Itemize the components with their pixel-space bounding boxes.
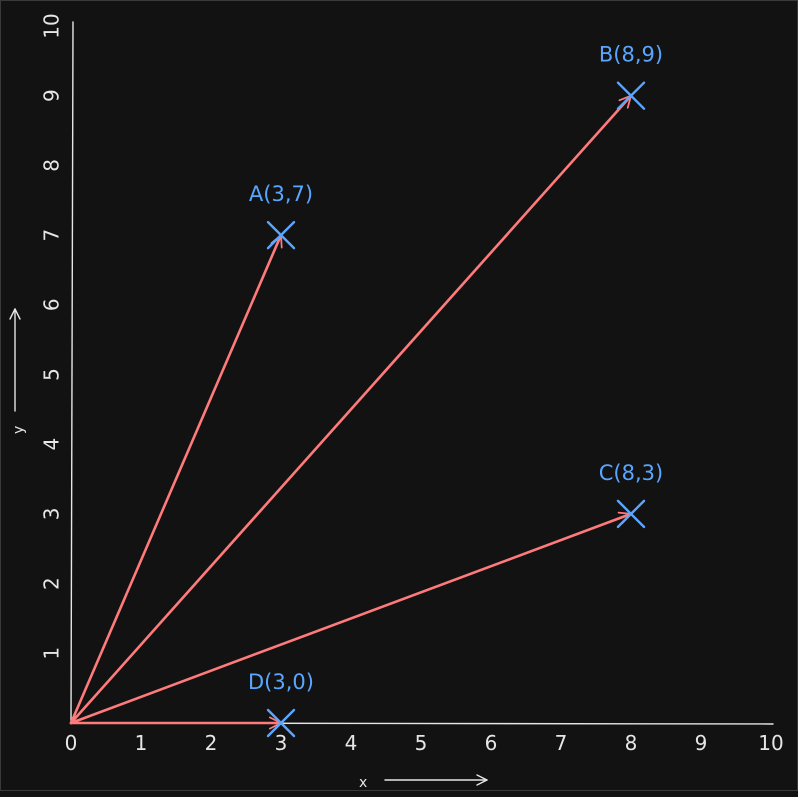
y-axis-arrowhead-icon: [9, 308, 21, 320]
x-tick-label: 0: [65, 731, 78, 755]
x-tick-label: 10: [758, 731, 783, 755]
x-axis-arrowhead-icon: [476, 774, 488, 786]
x-tick-label: 3: [275, 731, 288, 755]
x-tick-label: 7: [555, 731, 568, 755]
point-label: D(3,0): [248, 670, 314, 694]
x-tick-label: 5: [415, 731, 428, 755]
point-labels: A(3,7) B(8,9) C(8,3) D(3,0): [248, 43, 663, 694]
point-label: B(8,9): [599, 43, 663, 67]
x-tick-label: 4: [345, 731, 358, 755]
x-axis-label: x: [359, 775, 367, 791]
point-marker-x-icon: [616, 81, 646, 110]
y-axis-line: [70, 21, 74, 724]
vector-arrow: [69, 94, 633, 725]
point-label: A(3,7): [249, 182, 313, 206]
y-tick-label: 6: [40, 298, 64, 311]
x-tick-labels: 0 1 2 3 4 5 6 7 8 9 10: [65, 731, 784, 755]
x-tick-label: 2: [205, 731, 218, 755]
vector-arrow: [69, 511, 633, 725]
y-tick-label: 4: [40, 438, 64, 451]
x-axis-label-group: x: [359, 774, 488, 791]
x-tick-label: 8: [625, 731, 638, 755]
y-axis-label: y: [11, 426, 27, 434]
y-tick-label: 2: [40, 577, 64, 590]
vectors: [69, 94, 633, 730]
point-marker-x-icon: [266, 220, 296, 250]
y-tick-label: 3: [40, 508, 64, 521]
y-tick-label: 7: [40, 229, 64, 242]
y-tick-label: 9: [40, 89, 64, 102]
point-label: C(8,3): [599, 461, 663, 485]
vector-arrow: [69, 233, 283, 725]
x-tick-label: 1: [135, 731, 148, 755]
y-axis-label-group: y: [9, 308, 27, 434]
y-tick-label: 1: [40, 647, 64, 660]
x-tick-label: 6: [485, 731, 498, 755]
point-marker-x-icon: [266, 708, 296, 738]
y-tick-labels: 1 2 3 4 5 6 7 8 9 10: [40, 13, 64, 659]
y-tick-label: 5: [40, 368, 64, 381]
point-markers: [266, 81, 646, 738]
y-tick-label: 10: [40, 13, 64, 38]
y-tick-label: 8: [40, 159, 64, 172]
x-tick-label: 9: [695, 731, 708, 755]
point-marker-x-icon: [616, 499, 646, 529]
